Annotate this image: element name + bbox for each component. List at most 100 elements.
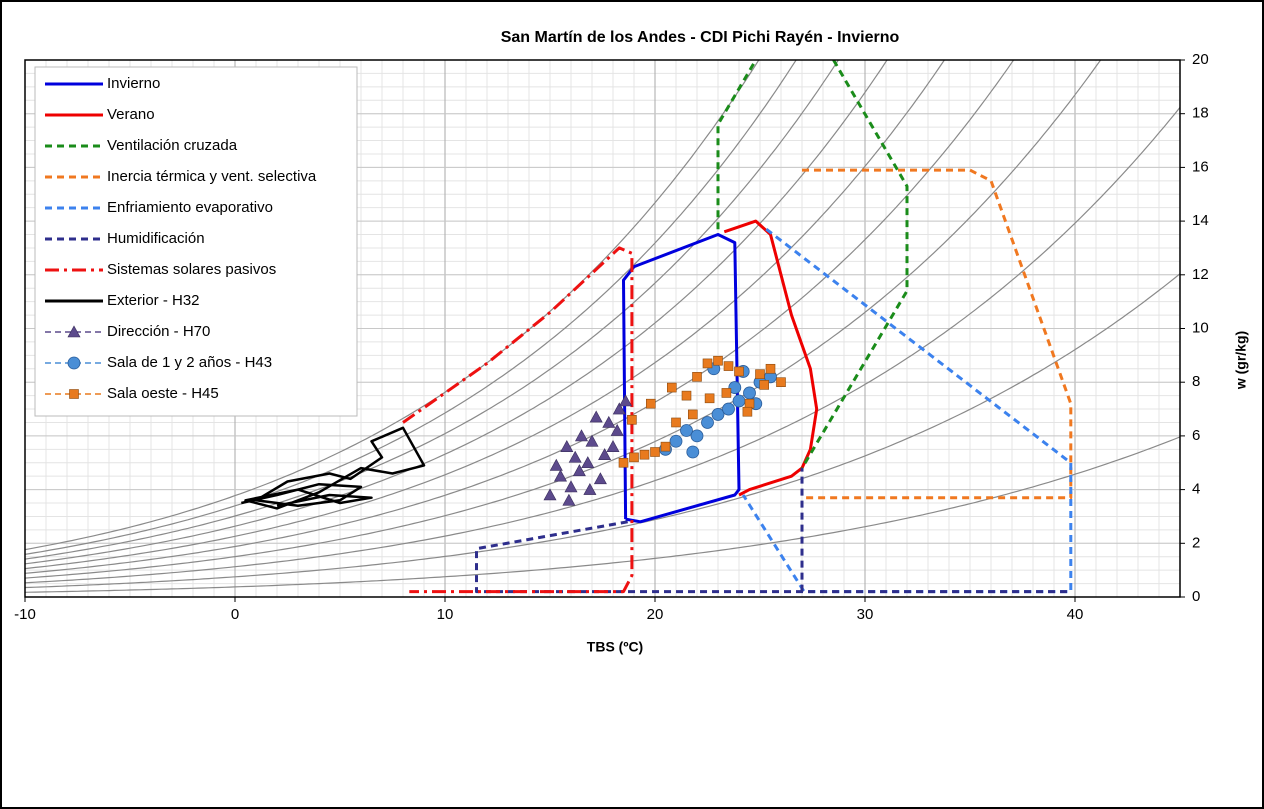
marker bbox=[629, 452, 639, 463]
y-tick-label: 14 bbox=[1192, 212, 1209, 229]
legend-label: Dirección - H70 bbox=[107, 323, 210, 340]
marker bbox=[572, 464, 586, 477]
marker bbox=[743, 386, 756, 400]
marker bbox=[711, 408, 725, 421]
rh-curve bbox=[25, 60, 1102, 579]
rh-curve bbox=[25, 60, 760, 551]
marker bbox=[67, 356, 81, 370]
rh-curve bbox=[25, 436, 1180, 593]
marker bbox=[562, 493, 576, 506]
series-line bbox=[402, 246, 634, 594]
series-line bbox=[716, 60, 909, 469]
x-tick-label: -10 bbox=[14, 606, 36, 623]
marker bbox=[619, 394, 633, 407]
marker bbox=[686, 445, 700, 459]
marker bbox=[660, 441, 671, 452]
legend-label: Invierno bbox=[107, 75, 160, 92]
marker bbox=[560, 440, 574, 452]
marker bbox=[681, 390, 692, 401]
marker bbox=[722, 402, 735, 416]
legend-label: Humidificación bbox=[107, 230, 205, 247]
marker bbox=[645, 398, 656, 409]
legend-label: Sala oeste - H45 bbox=[107, 385, 219, 402]
marker bbox=[728, 381, 742, 394]
y-tick-label: 10 bbox=[1192, 319, 1209, 336]
marker bbox=[564, 480, 578, 493]
y-tick-label: 6 bbox=[1192, 427, 1200, 444]
series-line bbox=[475, 468, 1071, 594]
marker bbox=[639, 449, 650, 460]
marker bbox=[602, 415, 616, 428]
marker bbox=[701, 416, 714, 429]
marker bbox=[610, 423, 624, 436]
series-line bbox=[723, 219, 819, 497]
marker bbox=[650, 447, 660, 457]
legend-label: Sala de 1 y 2 años - H43 bbox=[107, 354, 272, 371]
marker bbox=[568, 450, 582, 463]
x-tick-label: 0 bbox=[231, 606, 239, 623]
y-tick-label: 18 bbox=[1192, 105, 1209, 122]
x-tick-label: 40 bbox=[1067, 606, 1084, 623]
chart-title: San Martín de los Andes - CDI Pichi Rayé… bbox=[501, 29, 900, 46]
marker bbox=[776, 377, 786, 388]
legend-label: Enfriamiento evaporativo bbox=[107, 199, 273, 216]
rh-curve bbox=[25, 107, 1180, 584]
marker bbox=[690, 429, 704, 443]
marker bbox=[723, 361, 734, 371]
marker bbox=[755, 369, 765, 379]
plot-border bbox=[24, 59, 1181, 598]
marker bbox=[702, 358, 713, 369]
x-tick-label: 10 bbox=[437, 606, 454, 623]
series-line bbox=[741, 228, 1073, 594]
rh-curve bbox=[25, 60, 946, 570]
marker bbox=[721, 388, 732, 398]
series-line bbox=[241, 426, 426, 510]
rh-curve bbox=[25, 60, 1015, 574]
marker bbox=[680, 424, 693, 437]
marker bbox=[67, 325, 81, 338]
marker bbox=[744, 398, 755, 409]
marker bbox=[553, 469, 568, 482]
marker bbox=[734, 366, 744, 377]
legend-box bbox=[34, 66, 358, 417]
marker bbox=[742, 406, 753, 417]
y-tick-label: 16 bbox=[1192, 158, 1209, 175]
marker bbox=[583, 482, 597, 495]
marker bbox=[666, 382, 677, 393]
y-tick-label: 2 bbox=[1192, 534, 1200, 551]
marker bbox=[671, 417, 681, 428]
marker bbox=[585, 434, 599, 447]
y-tick-label: 12 bbox=[1192, 266, 1209, 283]
y-tick-label: 0 bbox=[1192, 588, 1200, 605]
legend-label: Exterior - H32 bbox=[107, 292, 200, 309]
marker bbox=[606, 440, 620, 452]
marker bbox=[589, 410, 603, 423]
marker bbox=[69, 389, 79, 399]
marker bbox=[765, 363, 776, 374]
x-axis-label: TBS (ºC) bbox=[587, 639, 643, 655]
legend-label: Inercia térmica y vent. selectiva bbox=[107, 168, 317, 185]
series-line bbox=[802, 168, 1073, 500]
marker bbox=[732, 394, 746, 408]
series-line bbox=[622, 233, 741, 524]
marker bbox=[574, 429, 589, 442]
marker bbox=[549, 458, 563, 471]
y-tick-label: 4 bbox=[1192, 481, 1200, 498]
marker bbox=[692, 372, 702, 382]
marker bbox=[713, 355, 723, 366]
marker bbox=[704, 393, 715, 404]
marker bbox=[593, 472, 607, 485]
y-axis-label: w (gr/kg) bbox=[1233, 331, 1249, 390]
x-tick-label: 20 bbox=[647, 606, 664, 623]
rh-curve bbox=[25, 60, 797, 555]
marker bbox=[618, 457, 629, 468]
x-tick-label: 30 bbox=[857, 606, 874, 623]
marker bbox=[581, 456, 595, 469]
y-tick-label: 20 bbox=[1192, 51, 1209, 68]
legend-label: Sistemas solares pasivos bbox=[107, 261, 276, 278]
marker bbox=[759, 380, 770, 390]
legend-label: Ventilación cruzada bbox=[107, 137, 238, 154]
marker bbox=[543, 488, 557, 501]
marker bbox=[612, 402, 626, 415]
